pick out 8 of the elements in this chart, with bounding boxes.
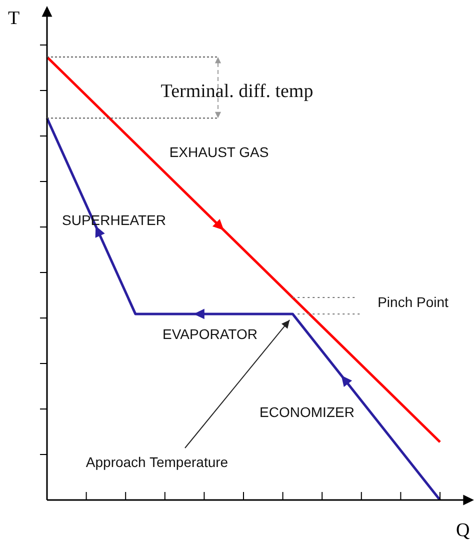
annotation: ECONOMIZER <box>260 404 354 420</box>
y-axis-title: T <box>8 8 20 30</box>
x-axis-title: Q <box>456 520 470 542</box>
annotation: EXHAUST GAS <box>169 144 269 160</box>
annotation: EVAPORATOR <box>162 326 258 342</box>
annotation: Pinch Point <box>378 294 448 310</box>
annotation: Approach Temperature <box>86 454 228 470</box>
annotation: Terminal. diff. temp <box>160 81 314 103</box>
